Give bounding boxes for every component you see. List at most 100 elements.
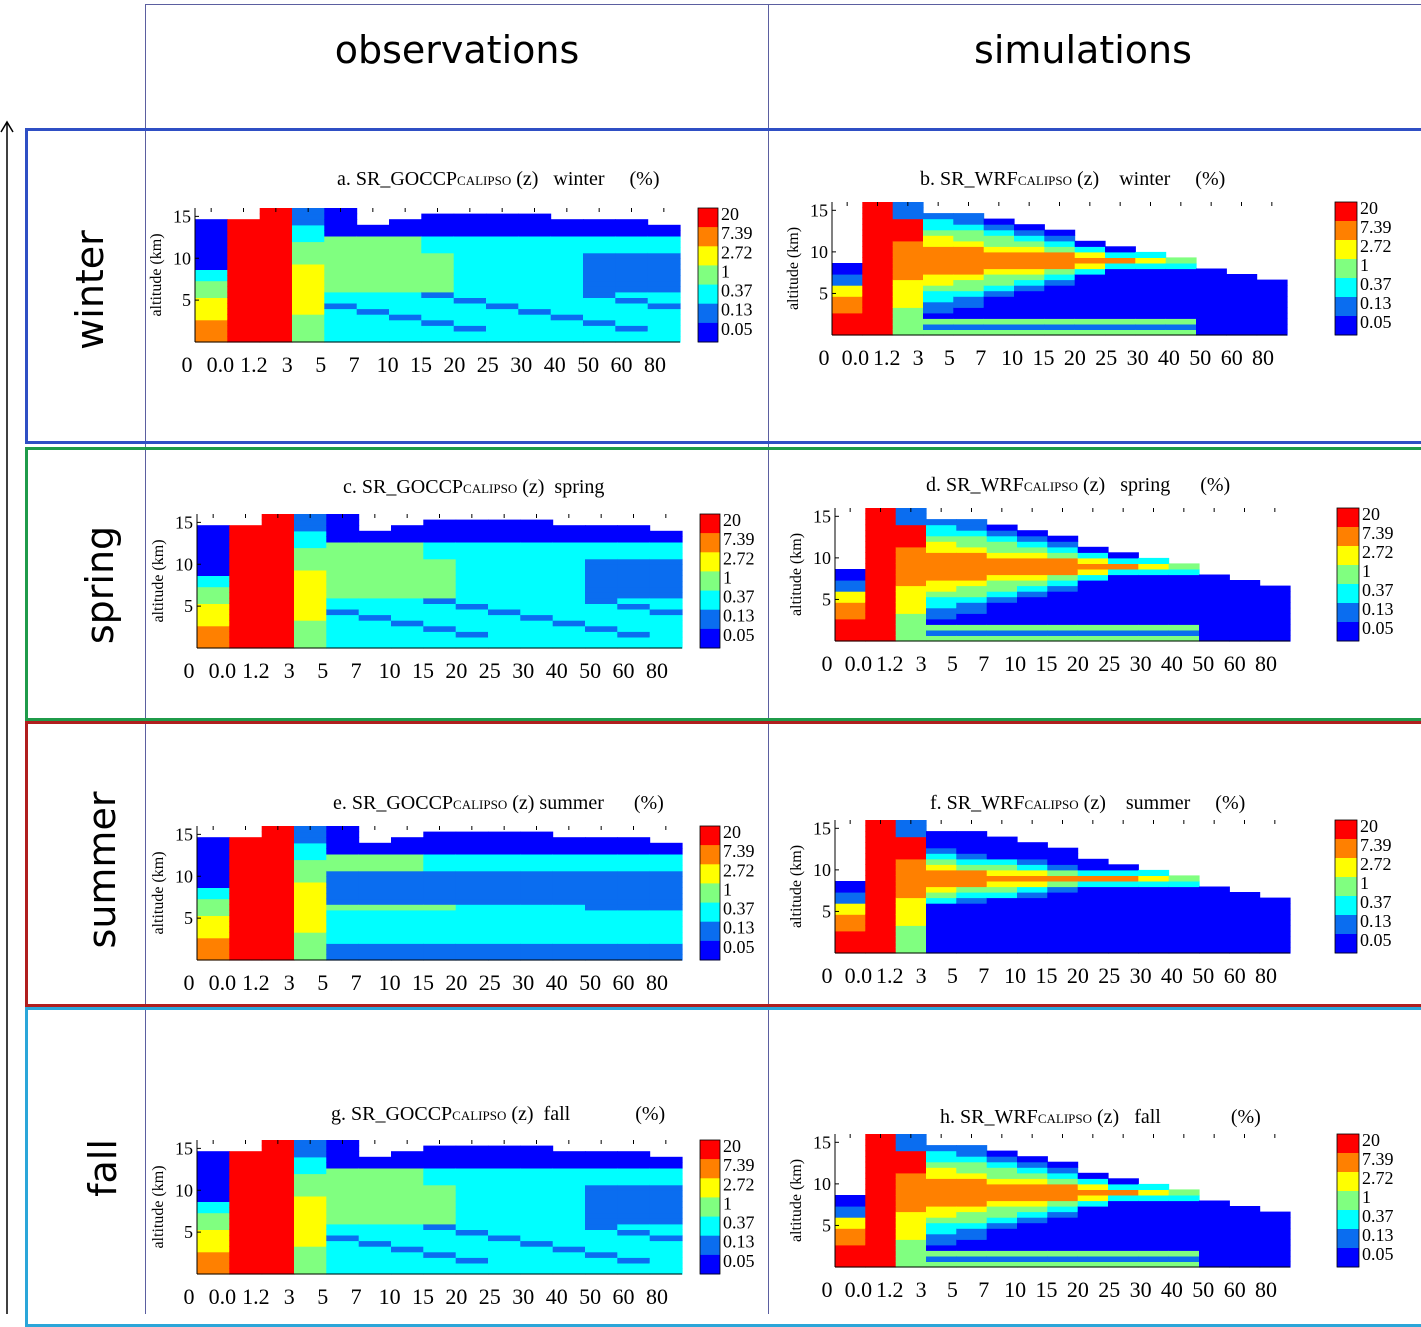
heatmap-cell: [488, 1156, 521, 1163]
heatmap-cell: [649, 915, 683, 922]
heatmap-cell: [421, 263, 455, 270]
heatmap-cell: [550, 314, 584, 321]
heatmap-cell: [865, 825, 897, 832]
colorbar-segment: [1337, 1134, 1359, 1154]
heatmap-cell: [1138, 591, 1170, 598]
heatmap-cell: [617, 1190, 651, 1197]
heatmap-cell: [1077, 1255, 1109, 1262]
heatmap-cell: [326, 937, 360, 944]
heatmap-cell: [421, 258, 455, 265]
heatmap-cell: [1108, 897, 1139, 904]
heatmap-cell: [552, 842, 586, 849]
x-tick-label: 5: [315, 352, 326, 377]
heatmap-cell: [391, 859, 424, 866]
x-tick-label: 50: [1192, 1277, 1214, 1302]
heatmap-cell: [956, 624, 988, 631]
heatmap-cell: [1196, 296, 1227, 303]
panel-h-title-sub: CALIPSO: [1037, 1111, 1092, 1126]
heatmap-cell: [1074, 323, 1106, 330]
heatmap-cell: [1138, 869, 1170, 876]
heatmap-cell: [389, 252, 422, 259]
heatmap-cell: [1017, 1250, 1048, 1257]
heatmap-cell: [986, 1217, 1018, 1224]
heatmap-cell: [358, 898, 392, 905]
heatmap-cell: [261, 541, 295, 549]
x-tick-label: 3: [913, 345, 924, 370]
heatmap-cell: [197, 865, 230, 872]
panel-h-title: h. SR_WRFCALIPSO (z) fall (%): [940, 1106, 1261, 1129]
colorbar-segment: [1337, 1153, 1359, 1173]
heatmap-cell: [585, 915, 618, 922]
heatmap-cell: [326, 831, 360, 838]
heatmap-cell: [585, 553, 618, 560]
heatmap-cell: [1199, 596, 1230, 603]
heatmap-cell: [986, 613, 1018, 620]
heatmap-cell: [195, 302, 228, 310]
heatmap-cell: [1168, 875, 1200, 882]
colorbar-segment: [700, 1235, 720, 1256]
heatmap-cell: [294, 620, 327, 627]
heatmap-cell: [324, 308, 358, 315]
heatmap-cell: [986, 607, 1018, 614]
heatmap-cell: [1199, 602, 1230, 609]
heatmap-cell: [649, 948, 683, 955]
heatmap-cell: [865, 552, 897, 559]
heatmap-cell: [358, 1156, 392, 1163]
heatmap-cell: [1047, 936, 1079, 943]
heatmap-cell: [1047, 875, 1079, 882]
heatmap-cell: [294, 525, 327, 532]
heatmap-cell: [585, 1246, 618, 1253]
heatmap-cell: [197, 558, 230, 565]
heatmap-cell: [926, 1228, 957, 1235]
heatmap-cell: [423, 865, 457, 872]
heatmap-cell: [391, 1184, 424, 1191]
heatmap-cell: [1168, 635, 1200, 642]
heatmap-cell: [956, 524, 988, 531]
heatmap-cell: [649, 1223, 683, 1230]
heatmap-cell: [1044, 257, 1076, 264]
heatmap-cell: [1138, 1244, 1170, 1251]
heatmap-cell: [358, 909, 392, 916]
heatmap-cell: [617, 620, 651, 627]
panel-c-title-sub: CALIPSO: [463, 481, 518, 496]
heatmap-cell: [617, 536, 651, 543]
heatmap-cell: [956, 892, 988, 899]
heatmap-cell: [1077, 574, 1109, 581]
heatmap-cell: [292, 224, 325, 231]
heatmap-cell: [1259, 629, 1291, 636]
heatmap-cell: [518, 269, 552, 276]
heatmap-cell: [585, 1190, 618, 1197]
heatmap-cell: [615, 314, 649, 321]
heatmap-cell: [520, 932, 554, 939]
heatmap-cell: [926, 541, 957, 548]
heatmap-cell: [1047, 591, 1079, 598]
colorbar-label: 0.13: [723, 1232, 755, 1252]
x-tick-label: 20: [1067, 1277, 1089, 1302]
heatmap-cell: [1229, 1261, 1261, 1268]
heatmap-cell: [1138, 936, 1170, 943]
heatmap-cell: [649, 853, 683, 861]
x-tick-label: 0.0: [845, 963, 873, 988]
heatmap-cell: [455, 575, 489, 582]
heatmap-cell: [1017, 602, 1048, 609]
x-tick-label: 5: [317, 658, 328, 683]
heatmap-cell: [520, 831, 554, 838]
heatmap-cell: [389, 330, 422, 337]
heatmap-cell: [986, 1239, 1018, 1246]
x-tick-label: 0.0: [209, 658, 237, 683]
heatmap-cell: [956, 1145, 988, 1152]
heatmap-cell: [453, 280, 487, 287]
panel-h-title-z: (z): [1097, 1106, 1120, 1128]
heatmap-cell: [552, 1173, 586, 1180]
heatmap-cell: [197, 1167, 230, 1175]
heatmap-cell: [552, 837, 586, 844]
heatmap-cell: [617, 525, 651, 532]
heatmap-cell: [423, 553, 457, 560]
heatmap-cell: [488, 1246, 521, 1253]
heatmap-cell: [294, 926, 327, 933]
heatmap-cell: [294, 898, 327, 905]
heatmap-cell: [926, 925, 957, 932]
colorbar-segment: [1337, 1248, 1359, 1268]
heatmap-cell: [649, 1195, 683, 1202]
heatmap-cell: [835, 629, 866, 636]
